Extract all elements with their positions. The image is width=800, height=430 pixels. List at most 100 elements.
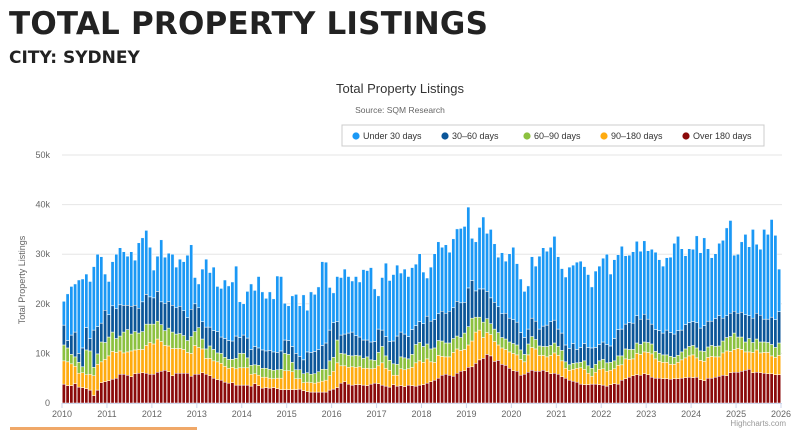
bar-segment-under-30-days[interactable] <box>511 247 516 320</box>
bar-segment-60-90-days[interactable] <box>631 349 635 360</box>
bar-segment-30-60-days[interactable] <box>372 341 377 361</box>
bar-segment-90-180-days[interactable] <box>245 367 250 386</box>
bar-segment-90-180-days[interactable] <box>661 362 665 379</box>
bar-segment-60-90-days[interactable] <box>365 356 370 369</box>
bar-segment-under-30-days[interactable] <box>657 259 662 331</box>
bar-segment-30-60-days[interactable] <box>369 341 373 361</box>
bar-segment-60-90-days[interactable] <box>428 348 433 363</box>
bar-segment-under-30-days[interactable] <box>301 294 306 361</box>
bar-segment-over-180-days[interactable] <box>649 376 654 404</box>
bar-segment-over-180-days[interactable] <box>312 391 317 404</box>
bar-segment-over-180-days[interactable] <box>526 371 531 404</box>
bar-segment-90-180-days[interactable] <box>612 368 617 384</box>
bar-segment-under-30-days[interactable] <box>286 305 291 341</box>
bar-segment-over-180-days[interactable] <box>91 395 96 404</box>
bar-segment-90-180-days[interactable] <box>275 377 280 389</box>
bar-segment-60-90-days[interactable] <box>440 340 444 357</box>
bar-segment-over-180-days[interactable] <box>114 377 119 404</box>
bar-segment-60-90-days[interactable] <box>80 366 85 373</box>
bar-segment-60-90-days[interactable] <box>238 353 242 369</box>
bar-segment-over-180-days[interactable] <box>503 365 508 404</box>
bar-segment-60-90-days[interactable] <box>125 329 130 353</box>
bar-segment-under-30-days[interactable] <box>297 305 302 357</box>
bar-segment-90-180-days[interactable] <box>193 345 197 375</box>
bar-segment-90-180-days[interactable] <box>110 351 115 380</box>
bar-segment-over-180-days[interactable] <box>417 384 422 404</box>
bar-segment-under-30-days[interactable] <box>99 256 104 324</box>
bar-segment-60-90-days[interactable] <box>724 337 729 352</box>
bar-segment-over-180-days[interactable] <box>136 372 141 404</box>
bar-segment-90-180-days[interactable] <box>84 374 89 389</box>
bar-segment-90-180-days[interactable] <box>95 364 100 391</box>
bar-segment-30-60-days[interactable] <box>69 334 74 355</box>
bar-segment-90-180-days[interactable] <box>728 351 733 373</box>
bar-segment-60-90-days[interactable] <box>417 342 422 362</box>
bar-segment-60-90-days[interactable] <box>769 344 774 357</box>
bar-segment-over-180-days[interactable] <box>80 387 85 404</box>
bar-segment-90-180-days[interactable] <box>73 366 77 384</box>
bar-segment-over-180-days[interactable] <box>84 388 89 404</box>
bar-segment-90-180-days[interactable] <box>709 356 714 379</box>
bar-segment-under-30-days[interactable] <box>376 295 381 330</box>
bar-segment-30-60-days[interactable] <box>676 330 680 356</box>
bar-segment-30-60-days[interactable] <box>406 336 411 360</box>
bar-segment-60-90-days[interactable] <box>754 338 759 351</box>
bar-segment-60-90-days[interactable] <box>578 362 583 369</box>
bar-segment-60-90-days[interactable] <box>470 317 474 342</box>
bar-segment-30-60-days[interactable] <box>144 294 149 325</box>
bar-segment-60-90-days[interactable] <box>260 368 265 378</box>
bar-segment-30-60-days[interactable] <box>88 338 92 352</box>
bar-segment-30-60-days[interactable] <box>455 301 459 337</box>
bar-segment-over-180-days[interactable] <box>590 383 594 404</box>
bar-segment-under-30-days[interactable] <box>208 272 212 328</box>
bar-segment-30-60-days[interactable] <box>114 308 119 339</box>
bar-segment-60-90-days[interactable] <box>481 321 486 338</box>
bar-segment-90-180-days[interactable] <box>125 351 130 376</box>
bar-segment-60-90-days[interactable] <box>560 350 564 362</box>
bar-segment-90-180-days[interactable] <box>129 350 134 377</box>
bar-segment-60-90-days[interactable] <box>533 339 538 350</box>
bar-segment-90-180-days[interactable] <box>215 361 220 380</box>
bar-segment-60-90-days[interactable] <box>586 365 591 374</box>
bar-segment-30-60-days[interactable] <box>185 317 190 341</box>
bar-segment-60-90-days[interactable] <box>567 364 572 371</box>
bar-segment-90-180-days[interactable] <box>657 361 662 379</box>
bar-segment-30-60-days[interactable] <box>717 315 722 347</box>
bar-segment-under-30-days[interactable] <box>601 257 605 343</box>
bar-segment-60-90-days[interactable] <box>234 358 239 370</box>
bar-segment-over-180-days[interactable] <box>290 389 295 404</box>
bar-segment-60-90-days[interactable] <box>252 364 257 374</box>
bar-segment-90-180-days[interactable] <box>80 372 85 388</box>
bar-segment-90-180-days[interactable] <box>99 361 104 383</box>
bar-segment-under-30-days[interactable] <box>361 269 366 341</box>
bar-segment-over-180-days[interactable] <box>256 385 261 404</box>
legend-item[interactable]: Over 180 days <box>682 131 752 141</box>
bar-segment-90-180-days[interactable] <box>578 367 583 385</box>
bar-segment-under-30-days[interactable] <box>687 248 692 323</box>
bar-segment-90-180-days[interactable] <box>163 345 167 371</box>
bar-segment-under-30-days[interactable] <box>189 244 194 310</box>
bar-segment-90-180-days[interactable] <box>312 382 317 393</box>
bar-segment-60-90-days[interactable] <box>256 365 261 376</box>
bar-segment-30-60-days[interactable] <box>249 349 253 366</box>
bar-segment-over-180-days[interactable] <box>252 383 257 404</box>
bar-segment-90-180-days[interactable] <box>234 368 239 386</box>
bar-segment-60-90-days[interactable] <box>316 371 321 383</box>
bar-segment-over-180-days[interactable] <box>428 381 433 404</box>
bar-segment-under-30-days[interactable] <box>440 247 444 312</box>
bar-segment-over-180-days[interactable] <box>758 372 763 404</box>
bar-segment-under-30-days[interactable] <box>211 266 216 331</box>
bar-segment-under-30-days[interactable] <box>709 257 714 322</box>
bar-segment-30-60-days[interactable] <box>417 321 422 343</box>
bar-segment-60-90-days[interactable] <box>327 360 332 376</box>
bar-segment-60-90-days[interactable] <box>473 316 478 333</box>
bar-segment-60-90-days[interactable] <box>601 359 605 370</box>
bar-segment-under-30-days[interactable] <box>563 276 568 346</box>
bar-segment-30-60-days[interactable] <box>488 297 493 324</box>
bar-segment-30-60-days[interactable] <box>118 304 122 337</box>
bar-segment-over-180-days[interactable] <box>597 384 602 404</box>
bar-segment-60-90-days[interactable] <box>545 346 549 358</box>
bar-segment-under-30-days[interactable] <box>324 261 328 344</box>
bar-segment-under-30-days[interactable] <box>507 253 512 319</box>
bar-segment-30-60-days[interactable] <box>365 339 370 358</box>
